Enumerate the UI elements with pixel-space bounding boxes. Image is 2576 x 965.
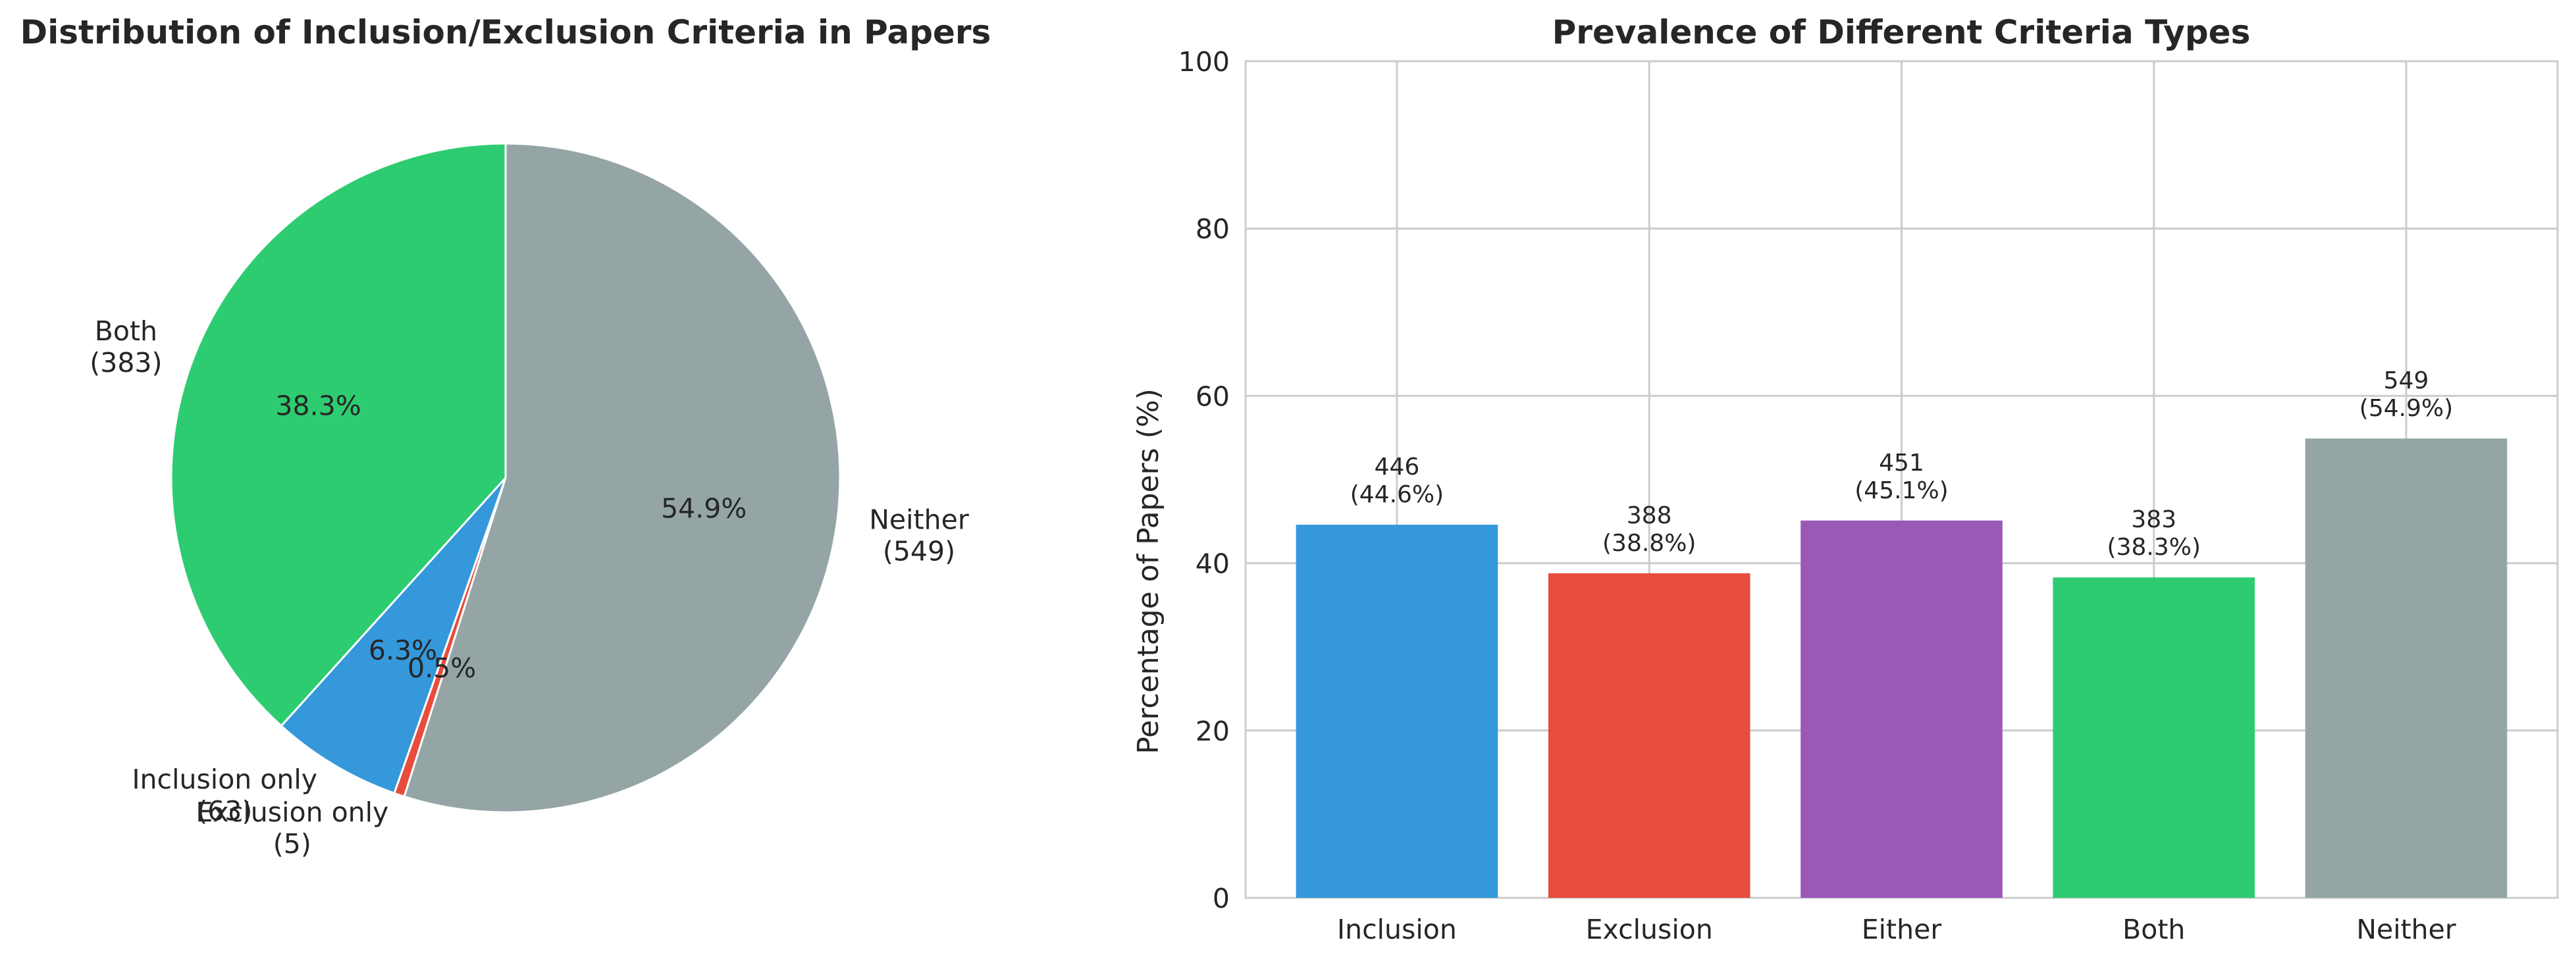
- pie-label-count-2: (5): [273, 828, 311, 860]
- bar-ticks: 0 20 40 60 80 100 Inclusion Exclusion Either Both…: [1178, 46, 2456, 945]
- pie-outer-label-1: Inclusion only (63): [132, 764, 317, 827]
- bar-y-tick-4: 80: [1196, 213, 1230, 245]
- pie-label-count-3: (549): [883, 536, 955, 567]
- pie-outer-label-3: Neither (549): [869, 504, 969, 567]
- pie-label-count-1: (63): [197, 795, 252, 827]
- pie-outer-label-0: Both (383): [90, 315, 162, 378]
- bar-x-tick-3: Both: [2122, 914, 2185, 945]
- pie-outer-label-2: Exclusion only (5): [196, 796, 388, 860]
- bar-data-label-0: 446 (44.6%): [1350, 454, 1444, 508]
- bar-y-tick-3: 60: [1196, 380, 1230, 412]
- pie-pct-label-2: 0.5%: [407, 652, 476, 684]
- bar-x-tick-1: Exclusion: [1586, 914, 1713, 945]
- pie-title: Distribution of Inclusion/Exclusion Crit…: [20, 13, 991, 51]
- bar-y-tick-0: 0: [1213, 883, 1230, 914]
- bar-data-label-3: 383 (38.3%): [2107, 506, 2201, 561]
- pie-slices: [170, 142, 841, 814]
- bar-title: Prevalence of Different Criteria Types: [1552, 13, 2251, 51]
- pie-pct-label-1: 6.3%: [369, 635, 437, 666]
- bar-x-tick-0: Inclusion: [1337, 914, 1457, 945]
- bar-data-labels: 446 (44.6%) 388 (38.8%) 451 (45.1%) 383 (38.3%)…: [1350, 367, 2454, 561]
- pie-slice-0: [170, 142, 507, 727]
- bar-bars: [1296, 438, 2508, 898]
- pie-slice-3: [403, 142, 841, 814]
- pie-label-name-0: Both: [95, 315, 157, 347]
- pie-chart: Distribution of Inclusion/Exclusion Crit…: [20, 13, 991, 860]
- bar-data-label-2: 451 (45.1%): [1854, 450, 1948, 504]
- bar-y-tick-2: 40: [1196, 548, 1230, 580]
- bar-4: [2305, 438, 2508, 898]
- bar-data-label-1: 388 (38.8%): [1602, 502, 1696, 557]
- bar-2: [1801, 520, 2003, 898]
- pie-label-name-1: Inclusion only: [132, 764, 317, 795]
- bar-x-tick-2: Either: [1862, 914, 1942, 945]
- bar-x-tick-4: Neither: [2356, 914, 2456, 945]
- bar-y-tick-5: 100: [1178, 46, 1230, 78]
- bar-y-tick-1: 20: [1196, 716, 1230, 747]
- pie-pct-label-3: 54.9%: [661, 493, 747, 525]
- pie-label-name-3: Neither: [869, 504, 969, 536]
- bar-y-axis-label: Percentage of Papers (%): [1132, 388, 1165, 754]
- pie-slice-1: [280, 477, 507, 795]
- bar-0: [1296, 525, 1498, 898]
- bar-data-label-4: 549 (54.9%): [2359, 367, 2453, 422]
- bar-chart: Prevalence of Different Criteria Types 0…: [1132, 13, 2559, 945]
- pie-label-count-0: (383): [90, 347, 162, 378]
- pie-label-name-2: Exclusion only: [196, 796, 388, 828]
- pie-labels: 38.3% Both (383) 6.3% Inclusion only (63) 0.5%…: [90, 315, 969, 860]
- bar-3: [2053, 577, 2255, 898]
- bar-1: [1548, 573, 1750, 898]
- pie-pct-label-0: 38.3%: [275, 390, 361, 421]
